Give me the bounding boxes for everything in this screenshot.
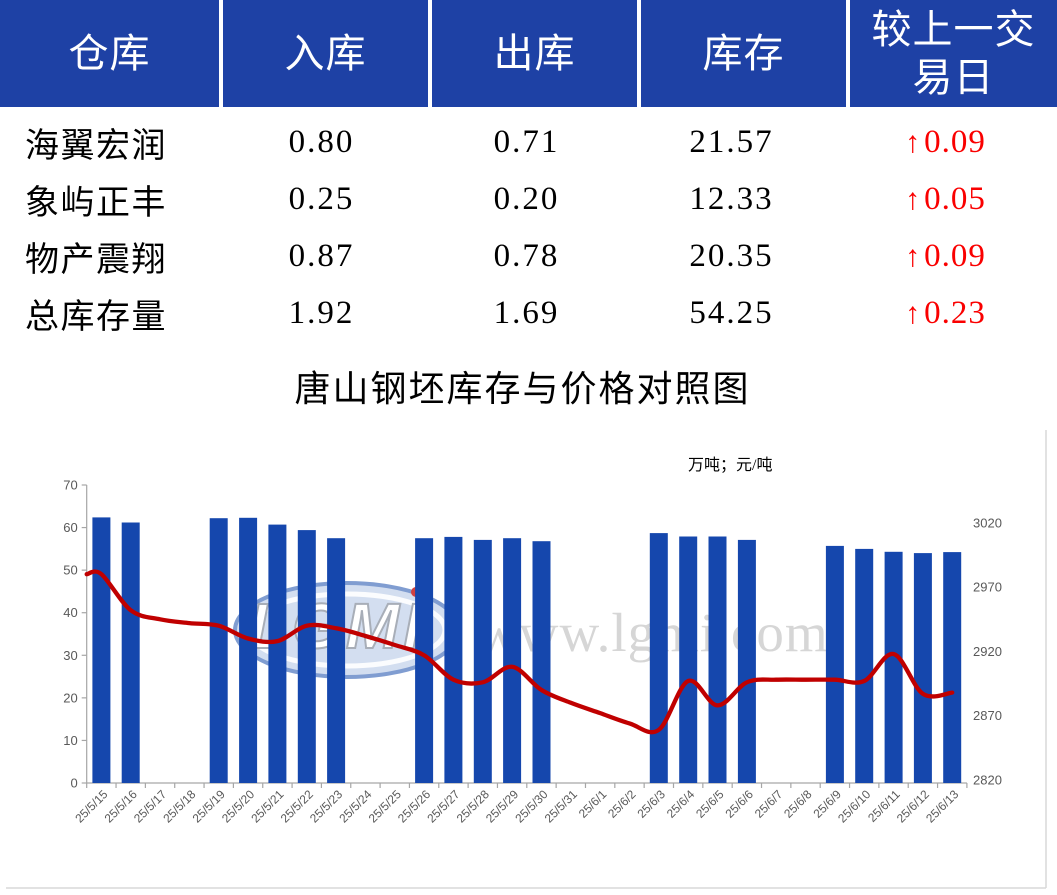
col-header-4: 较上一交 易日 xyxy=(850,0,1057,107)
up-arrow-icon: ↑ xyxy=(905,240,922,273)
warehouse-name: 物产震翔 xyxy=(25,242,167,279)
chart-canvas: LGMIwww.lgmi.com010203040506070282028702… xyxy=(6,430,1047,889)
x-axis-label: 25/6/13 xyxy=(923,787,961,825)
right-axis-label: 3020 xyxy=(973,515,1002,530)
table-row: 物产震翔 0.87 0.78 20.35 ↑0.09 xyxy=(0,228,1057,285)
right-axis-label: 2970 xyxy=(973,580,1002,595)
outbound-value: 0.20 xyxy=(493,181,560,217)
change-amount: 0.05 xyxy=(924,181,986,217)
x-axis-label: 25/6/4 xyxy=(664,787,698,821)
stock-value: 20.35 xyxy=(689,238,774,274)
inbound-value: 1.92 xyxy=(288,295,355,331)
inventory-table-body: 海翼宏润 0.80 0.71 21.57 ↑0.09 象屿正丰 0.25 0.20 12.33 ↑… xyxy=(0,114,1057,342)
inbound-value: 0.87 xyxy=(288,238,355,274)
inventory-bar xyxy=(297,530,316,783)
x-axis-label: 25/6/7 xyxy=(752,787,786,821)
right-axis-label: 2920 xyxy=(973,644,1002,659)
inventory-bar xyxy=(855,548,874,783)
inventory-bar xyxy=(239,517,258,783)
warehouse-name: 总库存量 xyxy=(25,299,167,336)
left-axis-label: 40 xyxy=(63,605,77,620)
outbound-value: 0.71 xyxy=(493,124,560,160)
x-axis-label: 25/6/6 xyxy=(723,787,757,821)
change-amount: 0.09 xyxy=(924,238,986,274)
x-axis-label: 25/6/8 xyxy=(781,787,815,821)
left-axis-label: 0 xyxy=(70,776,77,791)
inventory-bar xyxy=(444,536,463,783)
change-value: ↑0.09 xyxy=(834,124,1057,161)
change-value: ↑0.09 xyxy=(834,238,1057,275)
outbound-value: 1.69 xyxy=(493,295,560,331)
change-value: ↑0.23 xyxy=(834,295,1057,332)
inventory-bar xyxy=(708,536,727,783)
x-axis-label: 25/6/3 xyxy=(634,787,668,821)
chart-units-label: 万吨；元/吨 xyxy=(688,457,773,474)
inventory-bar xyxy=(825,545,844,783)
stock-value: 21.57 xyxy=(689,124,774,160)
inventory-bar xyxy=(503,538,522,783)
left-axis-label: 60 xyxy=(63,520,77,535)
inventory-bar xyxy=(532,541,551,783)
col-header-0: 仓库 xyxy=(0,0,219,107)
table-row: 象屿正丰 0.25 0.20 12.33 ↑0.05 xyxy=(0,171,1057,228)
axes xyxy=(81,484,968,788)
table-row: 海翼宏润 0.80 0.71 21.57 ↑0.09 xyxy=(0,114,1057,171)
col-header-3: 库存 xyxy=(641,0,846,107)
up-arrow-icon: ↑ xyxy=(905,183,922,216)
left-axis-label: 50 xyxy=(63,563,77,578)
col-header-1: 入库 xyxy=(223,0,428,107)
chart-border xyxy=(6,430,1047,889)
stock-value: 54.25 xyxy=(689,295,774,331)
inbound-value: 0.25 xyxy=(288,181,355,217)
warehouse-name: 象屿正丰 xyxy=(25,185,167,222)
inventory-bars xyxy=(92,517,962,783)
change-amount: 0.09 xyxy=(924,124,986,160)
inventory-bar xyxy=(943,552,962,783)
table-row: 总库存量 1.92 1.69 54.25 ↑0.23 xyxy=(0,285,1057,342)
stock-value: 12.33 xyxy=(689,181,774,217)
inventory-bar xyxy=(209,518,228,783)
inventory-bar xyxy=(415,538,434,783)
change-amount: 0.23 xyxy=(924,295,986,331)
inventory-bar xyxy=(737,539,756,783)
inventory-bar xyxy=(92,517,111,783)
left-axis-label: 20 xyxy=(63,690,77,705)
inventory-bar xyxy=(913,553,932,783)
inventory-bar xyxy=(473,539,492,783)
inventory-bar xyxy=(121,522,140,783)
x-axis-label: 25/5/31 xyxy=(542,787,580,825)
chart-title: 唐山钢坯库存与价格对照图 xyxy=(294,369,751,409)
change-value: ↑0.05 xyxy=(834,181,1057,218)
left-axis-label: 30 xyxy=(63,648,77,663)
x-axis-label: 25/6/1 xyxy=(576,787,610,821)
inbound-value: 0.80 xyxy=(288,124,355,160)
left-axis-label: 10 xyxy=(63,733,77,748)
left-axis-label: 70 xyxy=(63,478,77,493)
inventory-bar xyxy=(649,533,668,783)
col-header-2: 出库 xyxy=(432,0,637,107)
price-line xyxy=(84,569,955,735)
inventory-bar xyxy=(884,551,903,783)
up-arrow-icon: ↑ xyxy=(905,297,922,330)
x-axis-label: 25/6/2 xyxy=(605,787,639,821)
inventory-bar xyxy=(268,524,287,783)
inventory-bar xyxy=(679,536,698,783)
up-arrow-icon: ↑ xyxy=(905,126,922,159)
warehouse-name: 海翼宏润 xyxy=(25,128,167,165)
inventory-table-header: 仓库 入库 出库 库存 较上一交 易日 xyxy=(0,0,1057,107)
x-axis-label: 25/6/5 xyxy=(693,787,727,821)
outbound-value: 0.78 xyxy=(493,238,560,274)
right-axis-label: 2870 xyxy=(973,708,1002,723)
inventory-bar xyxy=(327,538,346,783)
right-axis-label: 2820 xyxy=(973,773,1002,788)
x-axis-label: 25/6/10 xyxy=(835,787,873,825)
